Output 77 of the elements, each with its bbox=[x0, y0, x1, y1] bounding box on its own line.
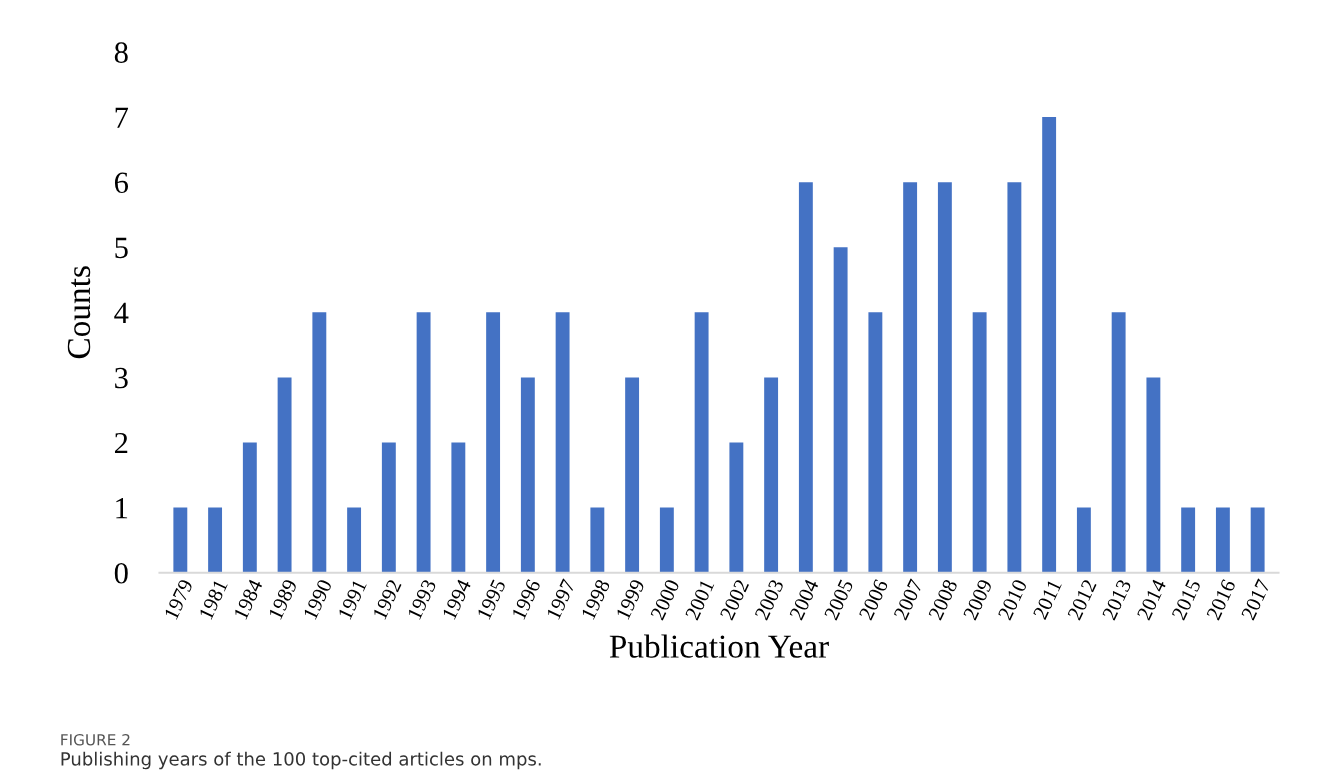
x-tick-label: 1979 bbox=[164, 578, 194, 620]
x-tick-label: 2008 bbox=[928, 578, 958, 621]
x-tick-label: 2012 bbox=[1067, 578, 1097, 621]
caption: FIGURE 2 bbox=[61, 733, 130, 746]
x-axis-title: Publication Year bbox=[609, 634, 829, 658]
bar bbox=[833, 247, 848, 573]
bar bbox=[972, 312, 987, 573]
bar bbox=[173, 507, 188, 573]
x-tick-label: 2002 bbox=[719, 578, 750, 621]
bar bbox=[1181, 507, 1196, 573]
x-tick-label: 2006 bbox=[858, 578, 889, 621]
bar bbox=[520, 377, 535, 573]
x-tick-label: 1981 bbox=[198, 578, 228, 620]
bar bbox=[903, 182, 918, 573]
bar bbox=[1215, 507, 1230, 573]
x-tick-label: 2009 bbox=[962, 578, 993, 621]
x-tick-label: 1992 bbox=[372, 578, 402, 620]
y-tick-label: 4 bbox=[114, 302, 129, 323]
y-tick-label: 3 bbox=[115, 367, 128, 389]
y-tick-label: 7 bbox=[115, 107, 129, 128]
bar bbox=[625, 377, 640, 573]
y-axis-title: Counts bbox=[67, 266, 91, 359]
bar bbox=[1111, 312, 1126, 573]
bar bbox=[381, 442, 396, 573]
x-tick-label: 2011 bbox=[1032, 578, 1062, 620]
bar bbox=[312, 312, 327, 573]
x-tick-label: 2013 bbox=[1101, 578, 1132, 621]
bar bbox=[868, 312, 883, 573]
y-tick-label: 8 bbox=[114, 42, 128, 63]
bar bbox=[277, 377, 292, 573]
x-tick-label: 2001 bbox=[684, 578, 715, 621]
y-tick-label: 2 bbox=[114, 432, 128, 454]
y-tick-label: 6 bbox=[114, 172, 129, 194]
bar bbox=[694, 312, 709, 573]
y-tick-label: 1 bbox=[116, 498, 128, 519]
x-tick-label: 2015 bbox=[1171, 578, 1202, 621]
bar bbox=[347, 507, 362, 573]
x-tick-label: 1996 bbox=[511, 578, 541, 620]
x-tick-label: 1997 bbox=[546, 578, 576, 620]
bar bbox=[659, 507, 674, 573]
bar bbox=[416, 312, 431, 573]
bar bbox=[242, 442, 257, 573]
x-tick-label: 1999 bbox=[615, 578, 646, 620]
text: Publishing years of the 100 top-cited articles on mps. bbox=[61, 751, 541, 770]
y-tick-label: 0 bbox=[114, 562, 128, 584]
bar bbox=[451, 442, 466, 573]
bar bbox=[764, 377, 779, 573]
bar bbox=[937, 182, 952, 573]
x-tick-label: 2003 bbox=[754, 578, 785, 621]
x-tick-label: 1989 bbox=[268, 578, 298, 620]
x-tick-label: 1990 bbox=[303, 578, 333, 620]
bar bbox=[1076, 507, 1091, 573]
x-tick-label: 2004 bbox=[789, 578, 820, 621]
bar bbox=[1042, 117, 1057, 573]
bar bbox=[798, 182, 813, 573]
x-tick-label: 1991 bbox=[337, 578, 367, 620]
x-tick-label: 2017 bbox=[1240, 578, 1271, 621]
x-tick-label: 1998 bbox=[581, 578, 611, 620]
x-tick-label: 2014 bbox=[1136, 578, 1167, 621]
x-tick-label: 1984 bbox=[233, 578, 263, 620]
x-tick-label: 2016 bbox=[1206, 578, 1236, 621]
bar bbox=[590, 507, 605, 573]
x-tick-label: 1993 bbox=[407, 578, 437, 620]
x-tick-label: 2005 bbox=[823, 578, 854, 621]
x-tick-label: 2007 bbox=[893, 578, 924, 621]
bar bbox=[486, 312, 501, 573]
y-tick-label: 5 bbox=[115, 237, 128, 259]
bar bbox=[1250, 507, 1265, 573]
x-tick-label: 2010 bbox=[997, 578, 1028, 621]
x-tick-label: 2000 bbox=[650, 578, 680, 621]
x-tick-label: 1995 bbox=[476, 578, 507, 620]
bar bbox=[1007, 182, 1022, 573]
x-tick-label: 1994 bbox=[442, 578, 472, 620]
bar bbox=[208, 507, 223, 573]
bar bbox=[555, 312, 570, 573]
bar bbox=[1146, 377, 1161, 573]
bar bbox=[729, 442, 744, 573]
